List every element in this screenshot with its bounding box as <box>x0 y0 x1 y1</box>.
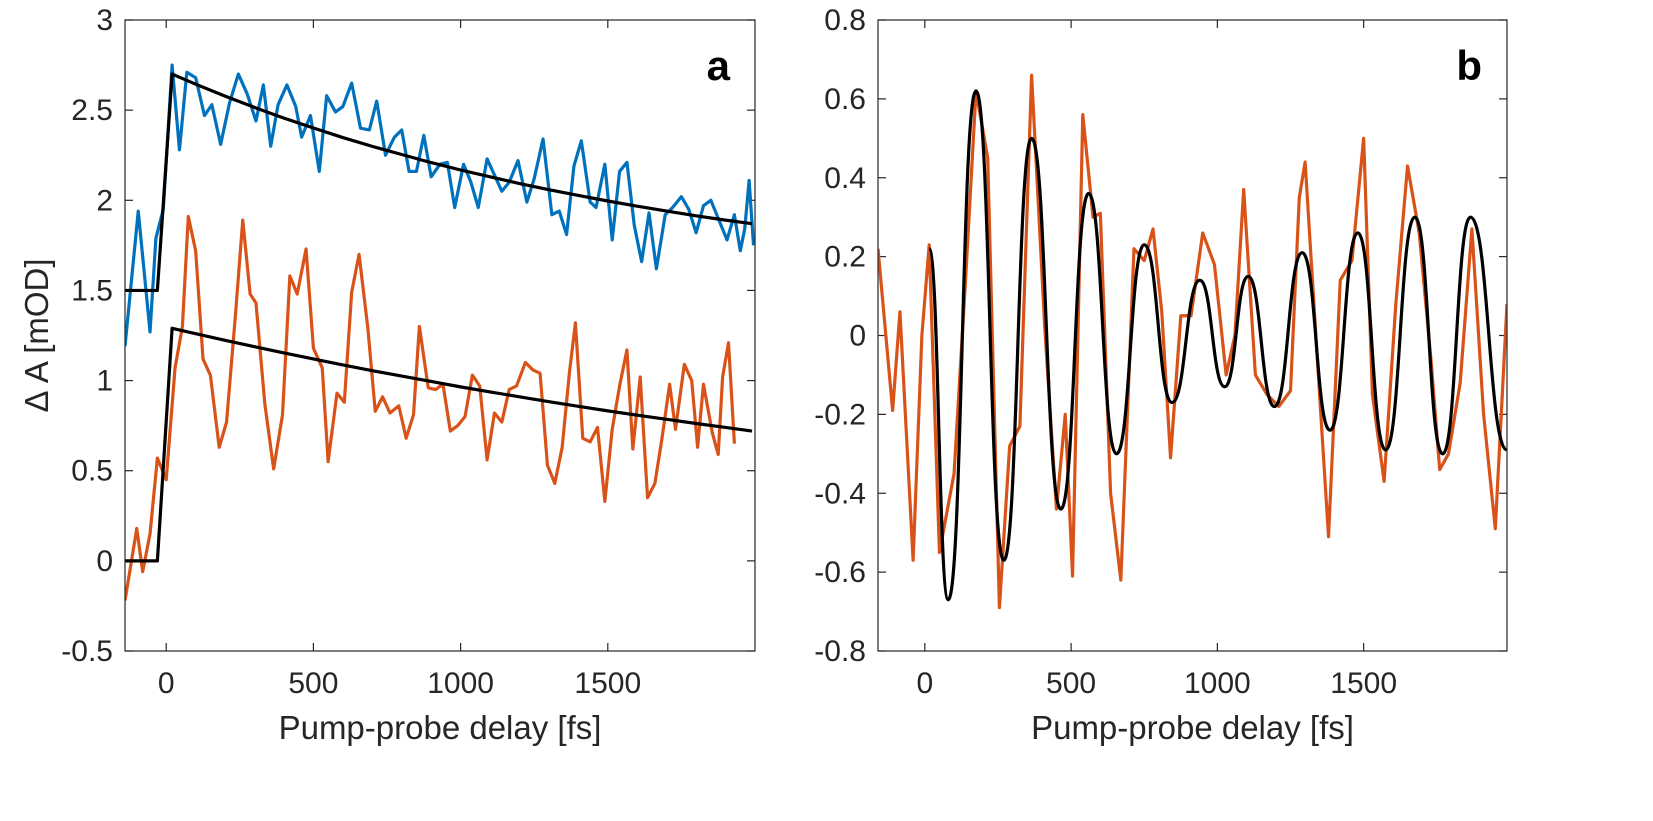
y-tick-label: 1.5 <box>71 274 113 307</box>
panel: -0.5 0 0.5 1 1.5 2 2.5 3 0 500 1000 1500 a Pump-probe… <box>18 4 756 746</box>
y-tick-label: 2.5 <box>71 94 113 127</box>
x-tick-label: 0 <box>916 667 933 700</box>
x-tick-label: 0 <box>158 667 175 700</box>
x-tick-label: 1500 <box>1330 667 1397 700</box>
x-tick-label: 1000 <box>1184 667 1251 700</box>
y-tick-label: -0.2 <box>814 398 866 431</box>
plot-frame <box>124 19 756 652</box>
x-axis-label: Pump-probe delay [fs] <box>279 709 602 746</box>
y-tick-label: 0 <box>849 320 866 353</box>
data-line <box>927 89 1507 602</box>
x-tick-label: 500 <box>288 667 338 700</box>
y-tick-label: -0.6 <box>814 556 866 589</box>
y-tick-label: 2 <box>96 184 113 217</box>
y-tick-label: 0.4 <box>824 162 866 195</box>
y-tick-label: 3 <box>96 4 113 37</box>
y-tick-label: 0.6 <box>824 83 866 116</box>
y-tick-label: 0 <box>96 545 113 578</box>
x-tick-label: 500 <box>1046 667 1096 700</box>
y-tick-label: -0.8 <box>814 635 866 668</box>
y-tick-label: -0.5 <box>61 635 113 668</box>
y-axis-label: Δ A [mOD] <box>18 258 55 412</box>
y-tick-label: 0.5 <box>71 455 113 488</box>
data-line <box>125 326 753 563</box>
plot-frame <box>877 19 1508 652</box>
data-line <box>125 214 736 601</box>
y-tick-label: -0.4 <box>814 477 866 510</box>
data-line <box>125 63 755 347</box>
data-line <box>878 73 1507 610</box>
panel-label: b <box>1456 42 1482 89</box>
x-tick-label: 1500 <box>574 667 641 700</box>
x-axis-label: Pump-probe delay [fs] <box>1031 709 1354 746</box>
panel-label: a <box>707 42 731 89</box>
y-tick-label: 1 <box>96 365 113 398</box>
x-tick-label: 1000 <box>427 667 494 700</box>
y-tick-label: 0.2 <box>824 241 866 274</box>
panel: -0.8 -0.6 -0.4 -0.2 0 0.2 0.4 0.6 0.8 0 500 1000 150… <box>814 4 1508 746</box>
data-line <box>125 72 753 293</box>
y-tick-label: 0.8 <box>824 4 866 37</box>
